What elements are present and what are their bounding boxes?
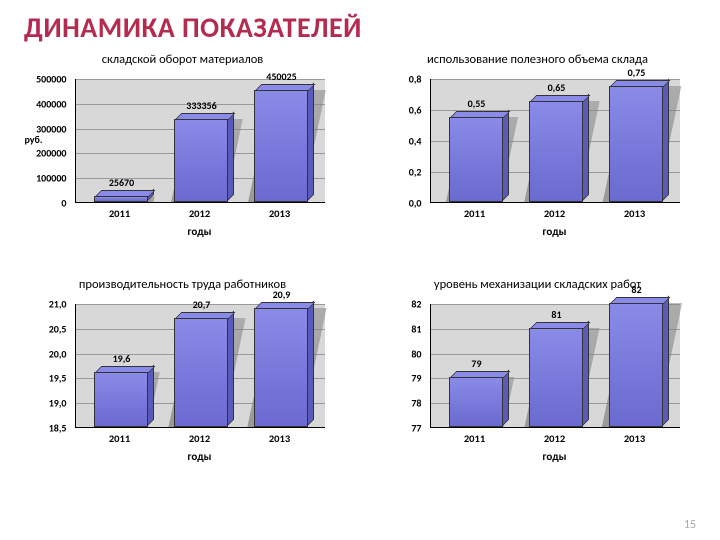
bar: 0,55 [449, 117, 503, 202]
y-tick: 77 [411, 422, 421, 435]
y-tick: 18,5 [49, 422, 67, 435]
x-tick-label: 2012 [544, 207, 565, 220]
x-tick-label: 2013 [624, 207, 645, 220]
y-tick: 82 [411, 298, 421, 311]
bar-value-label: 450025 [242, 70, 322, 83]
bar: 19,6 [94, 372, 148, 427]
y-tick: 0,8 [409, 73, 422, 86]
y-tick: 0,4 [409, 135, 422, 148]
plot-area: 25670 333356 450025 [75, 79, 325, 203]
y-tick: 300000 [36, 122, 66, 135]
bar-value-label: 0,55 [437, 97, 517, 110]
x-tick-label: 2011 [109, 432, 130, 445]
bar-value-label: 19,6 [82, 352, 162, 365]
bar-value-label: 81 [517, 308, 597, 321]
bar: 0,75 [609, 86, 663, 202]
plot-area: 19,6 20,7 20,9 [75, 304, 325, 428]
y-tick: 100000 [36, 172, 66, 185]
y-tick: 79 [411, 372, 421, 385]
bar: 0,65 [529, 101, 583, 202]
bar-value-label: 333356 [162, 99, 242, 112]
chart-box: 0,00,20,40,60,80,550,650,75201120122013г… [378, 73, 698, 243]
y-tick: 400000 [36, 97, 66, 110]
y-tick: 0 [61, 197, 66, 210]
page-number: 15 [684, 518, 696, 532]
x-tick-label: 2011 [464, 432, 485, 445]
x-axis-title: годы [430, 450, 680, 463]
x-tick-label: 2013 [269, 432, 290, 445]
bar: 81 [529, 328, 583, 427]
bar: 20,9 [254, 308, 308, 427]
x-tick-label: 2011 [109, 207, 130, 220]
bar-value-label: 0,65 [517, 81, 597, 94]
chart-title: складской оборот материалов [10, 52, 355, 67]
y-tick: 20,0 [49, 347, 67, 360]
y-tick: 80 [411, 347, 421, 360]
x-axis-title: годы [75, 225, 325, 238]
chart-box: 77 78 79 80 81 82 79 81 82 2011 2012 2013 годы [378, 298, 698, 468]
bar-value-label: 82 [597, 283, 677, 296]
bar-value-label: 25670 [82, 176, 162, 189]
bar-value-label: 0,75 [597, 66, 677, 79]
y-tick: 19,5 [49, 372, 67, 385]
x-tick-label: 2011 [464, 207, 485, 220]
y-tick: 78 [411, 397, 421, 410]
y-tick: 0,2 [409, 166, 422, 179]
x-tick-label: 2012 [189, 432, 210, 445]
chart-box: 18,5 19,0 19,5 20,0 20,5 21,0 19,6 20,7 20,9 2011… [23, 298, 343, 468]
page-title: ДИНАМИКА ПОКАЗАТЕЛЕЙ [0, 0, 720, 45]
y-tick: 0,0 [409, 197, 422, 210]
y-tick: 19,0 [49, 397, 67, 410]
bar: 333356 [174, 119, 228, 202]
chart-box: руб.010000020000030000040000050000025670… [23, 73, 343, 243]
y-tick: 500000 [36, 73, 66, 86]
plot-area: 79 81 82 [430, 304, 680, 428]
y-tick: 200000 [36, 147, 66, 160]
plot-area: 0,550,650,75 [430, 79, 680, 203]
x-axis-title: годы [430, 225, 680, 238]
y-tick: 21,0 [49, 298, 67, 311]
x-tick-label: 2013 [624, 432, 645, 445]
bar-value-label: 79 [437, 357, 517, 370]
y-tick: 20,5 [49, 322, 67, 335]
chart-c4: уровень механизации складских работ77787… [365, 277, 710, 468]
y-tick: 81 [411, 322, 421, 335]
x-tick-label: 2012 [189, 207, 210, 220]
bar-value-label: 20,9 [242, 288, 322, 301]
bar: 79 [449, 377, 503, 427]
bar-value-label: 20,7 [162, 298, 242, 311]
x-tick-label: 2012 [544, 432, 565, 445]
chart-c3: производительность труда работников18,51… [10, 277, 355, 468]
chart-title: использование полезного объема склада [365, 52, 710, 67]
bar: 450025 [254, 90, 308, 202]
chart-c1: складской оборот материаловруб.010000020… [10, 52, 355, 243]
chart-c2: использование полезного объема склада 0,0… [365, 52, 710, 243]
bar: 25670 [94, 196, 148, 202]
bar: 82 [609, 303, 663, 427]
x-tick-label: 2013 [269, 207, 290, 220]
bar: 20,7 [174, 318, 228, 427]
y-tick: 0,6 [409, 104, 422, 117]
x-axis-title: годы [75, 450, 325, 463]
